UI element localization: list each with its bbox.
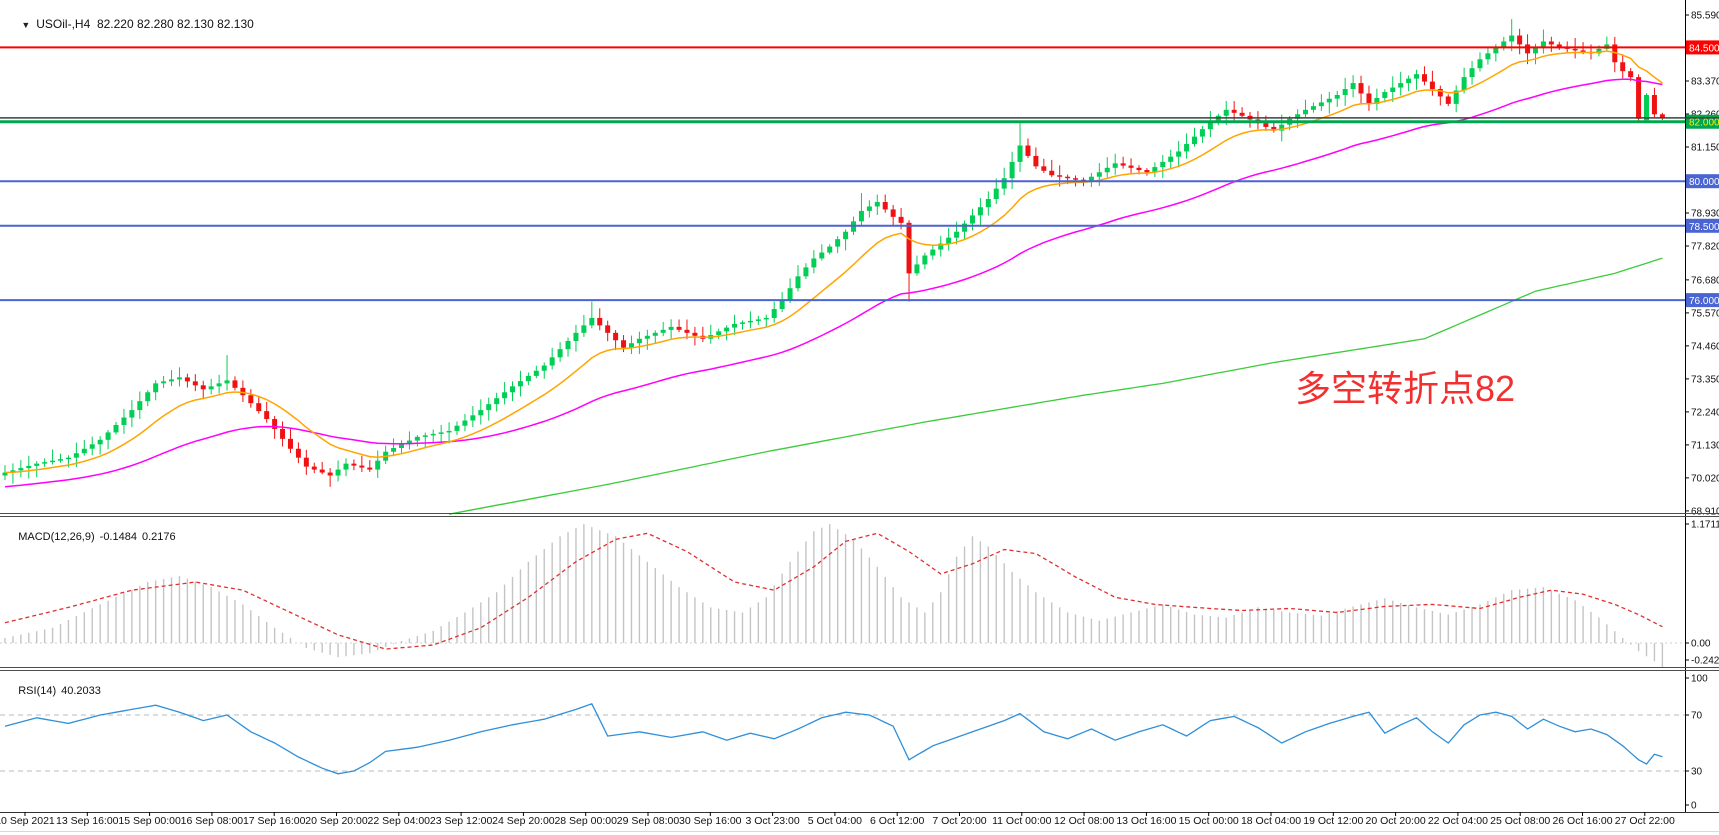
ohlc-values — [90, 17, 97, 31]
time-axis-label: 12 Oct 08:00 — [1054, 815, 1115, 827]
time-axis-label: 29 Sep 08:00 — [616, 815, 680, 827]
price-tick-label: 74.460 — [1691, 341, 1719, 352]
price-tick-label: 73.350 — [1691, 374, 1719, 385]
time-axis-label: 25 Oct 08:00 — [1490, 815, 1551, 827]
chart-text-annotation[interactable]: 多空转折点82 — [1295, 368, 1516, 409]
time-axis-label: 20 Oct 20:00 — [1365, 815, 1426, 827]
price-tick-label: 68.910 — [1691, 506, 1719, 517]
time-axis-label: 11 Oct 00:00 — [992, 815, 1052, 827]
symbol-period-label: USOil-,H4 — [36, 17, 91, 31]
time-axis-label: 15 Oct 00:00 — [1178, 815, 1239, 827]
price-tick-label: 83.370 — [1691, 77, 1719, 88]
macd-indicator-label: MACD(12,26,9) -0.1484 0.2176 — [6, 519, 181, 555]
ma-mid-line — [4, 78, 1663, 488]
ohlc-low: 82.130 — [177, 17, 214, 31]
svg-text:84.500: 84.500 — [1689, 43, 1719, 54]
rsi-axis-label: 0 — [1691, 801, 1697, 812]
time-axis-label: 6 Oct 12:00 — [870, 815, 925, 827]
ohlc-open: 82.220 — [96, 17, 134, 31]
rsi-value: 40.2033 — [61, 685, 101, 697]
rsi-axis-label: 30 — [1691, 767, 1703, 778]
price-tick-label: 70.020 — [1691, 473, 1719, 484]
price-tick-label: 77.820 — [1691, 242, 1719, 253]
chart-title-bar: ▼ USOil-,H4 82.220 82.280 82.130 82.130 — [8, 3, 254, 45]
time-axis-label: 22 Sep 04:00 — [367, 815, 431, 827]
time-axis-label: 30 Sep 16:00 — [679, 815, 742, 827]
macd-axis-label: 0.00 — [1691, 639, 1711, 650]
rsi-name: RSI(14) — [18, 685, 57, 697]
time-axis-label: 20 Sep 20:00 — [305, 815, 368, 827]
rsi-pane[interactable] — [0, 671, 1685, 812]
level-axis-label — [1686, 218, 1719, 233]
ohlc-high: 82.280 — [137, 17, 174, 31]
macd-axis-label: -0.2424 — [1691, 656, 1719, 667]
rsi-indicator-label: RSI(14) 40.2033 — [6, 673, 106, 709]
level-axis-label — [1686, 174, 1719, 189]
price-tick-label: 72.240 — [1691, 407, 1719, 418]
time-axis-label: 17 Sep 16:00 — [242, 815, 306, 827]
svg-text:80.000: 80.000 — [1689, 177, 1719, 188]
level-axis-label — [1686, 40, 1719, 55]
macd-axis-label: 1.1711 — [1691, 520, 1719, 531]
time-axis-label: 5 Oct 04:00 — [807, 815, 863, 827]
price-tick-label: 71.130 — [1691, 440, 1719, 451]
time-axis-label: 13 Sep 16:00 — [56, 815, 119, 827]
ma-fast-line — [4, 50, 1663, 474]
macd-main-value: -0.1484 — [99, 531, 137, 543]
macd-name: MACD(12,26,9) — [18, 531, 95, 543]
time-axis-label: 3 Oct 23:00 — [745, 815, 800, 827]
ma-slow-line — [448, 257, 1663, 515]
collapse-indicator-icon[interactable]: ▼ — [21, 20, 31, 30]
time-axis-label: 10 Sep 2021 — [0, 815, 55, 827]
time-axis-label: 16 Sep 08:00 — [180, 815, 244, 827]
time-axis-label: 13 Oct 16:00 — [1116, 815, 1177, 827]
level-axis-label — [1686, 293, 1719, 308]
time-axis-label: 19 Oct 12:00 — [1303, 815, 1364, 827]
macd-pane[interactable] — [0, 517, 1685, 667]
price-tick-label: 75.570 — [1691, 308, 1719, 319]
rsi-axis-label: 70 — [1691, 711, 1703, 722]
time-axis[interactable]: 10 Sep 2021 13 Sep 16:00 15 Sep 00:00 16 Se… — [0, 813, 1719, 831]
svg-text:82.000: 82.000 — [1689, 118, 1719, 129]
time-axis-label: 7 Oct 20:00 — [932, 815, 987, 827]
price-tick-label: 85.590 — [1691, 11, 1719, 22]
macd-signal-value: 0.2176 — [141, 531, 176, 543]
time-axis-label: 27 Oct 22:00 — [1614, 815, 1675, 827]
time-axis-label: 18 Oct 04:00 — [1240, 815, 1302, 827]
time-axis-label: 28 Sep 00:00 — [554, 815, 617, 827]
ohlc-close: 82.130 — [217, 17, 254, 31]
price-tick-label: 76.680 — [1691, 275, 1719, 286]
time-axis-label: 26 Oct 16:00 — [1552, 815, 1613, 827]
rsi-axis-label: 100 — [1691, 674, 1708, 685]
price-tick-label: 81.150 — [1691, 143, 1719, 154]
time-axis-label: 15 Sep 00:00 — [118, 815, 181, 827]
price-tick-label: 78.930 — [1691, 209, 1719, 220]
svg-text:76.000: 76.000 — [1689, 296, 1719, 307]
time-axis-label: 24 Sep 20:00 — [492, 815, 555, 827]
time-axis-label: 22 Oct 04:00 — [1427, 815, 1488, 827]
time-axis-label: 23 Sep 12:00 — [429, 815, 493, 827]
svg-text:78.500: 78.500 — [1689, 222, 1719, 233]
rsi-line — [4, 702, 1663, 775]
